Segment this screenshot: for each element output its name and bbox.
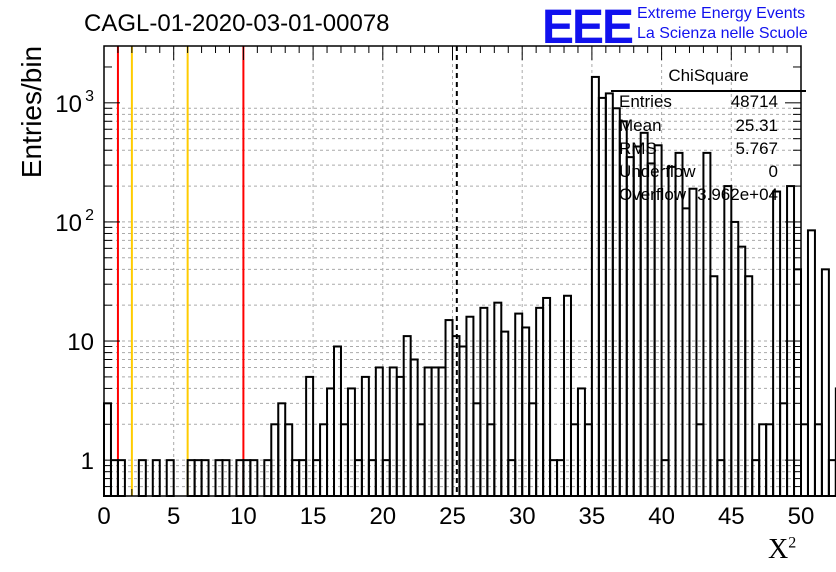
histogram-bin <box>813 423 823 497</box>
histogram-bin <box>625 156 635 497</box>
run-title: CAGL-01-2020-03-01-00078 <box>84 10 390 37</box>
histogram-bin <box>437 366 447 497</box>
x-tick-label: 5 <box>167 503 180 530</box>
histogram-bin <box>744 275 754 497</box>
x-tick-label: 45 <box>718 503 745 530</box>
stats-value: 48714 <box>730 92 778 111</box>
stats-value: 3.962e+04 <box>697 185 778 204</box>
y-tick-label: 10 <box>67 329 94 356</box>
histogram-bin <box>423 366 433 497</box>
histogram-bin <box>409 358 419 497</box>
histogram-bin <box>333 345 342 498</box>
histogram-bin <box>800 423 809 497</box>
histogram-bin <box>597 96 607 498</box>
x-tick-label: 25 <box>439 503 466 530</box>
histogram-bin <box>103 402 112 498</box>
eee-logo: EEE <box>542 1 634 54</box>
histogram-bin <box>779 402 789 498</box>
histogram-bin <box>820 268 830 497</box>
histogram-bin <box>646 162 656 497</box>
histogram-bin <box>346 387 356 497</box>
histogram-bin <box>576 387 586 497</box>
y-tick-label: 1 <box>81 448 94 475</box>
histogram-bin <box>688 187 698 497</box>
stats-value: 5.767 <box>735 139 778 158</box>
y-tick-exponent: 2 <box>85 207 94 224</box>
logo-line-1: Extreme Energy Events <box>637 5 806 22</box>
histogram-bin <box>326 387 336 497</box>
x-tick-label: 35 <box>579 503 606 530</box>
stats-value: 0 <box>768 162 778 181</box>
histogram-bin <box>535 306 545 497</box>
y-tick-label: 10 <box>55 91 82 118</box>
histogram-bin <box>465 315 475 498</box>
stats-key: Mean <box>619 116 662 135</box>
y-tick-label: 10 <box>55 210 82 237</box>
stats-key: Overflow <box>619 185 687 204</box>
histogram-bin <box>806 229 816 498</box>
histogram-bin <box>374 366 384 497</box>
x-tick-label: 10 <box>230 503 257 530</box>
x-tick-label: 40 <box>648 503 675 530</box>
stats-key: Underflow <box>619 162 696 181</box>
x-tick-label: 30 <box>509 503 536 530</box>
histogram-bin <box>793 268 803 497</box>
stats-key: Entries <box>619 92 672 111</box>
histogram-bin <box>528 402 538 498</box>
histogram-bin <box>388 366 398 497</box>
histogram-bin <box>493 301 503 497</box>
histogram-bin <box>590 75 600 498</box>
histogram-bin <box>430 366 440 497</box>
y-axis-label: Entries/bin <box>16 45 47 179</box>
histogram-bin <box>709 275 719 497</box>
histogram-bin <box>730 220 740 498</box>
histogram-bin <box>667 165 677 497</box>
histogram-bin <box>772 190 782 497</box>
histogram-bin <box>458 345 468 498</box>
logo-line-2: La Scienza nelle Scuole <box>637 25 808 42</box>
histogram-bin <box>827 459 836 498</box>
stats-title: ChiSquare <box>668 66 749 85</box>
x-axis-label-text: X <box>768 534 789 565</box>
x-tick-label: 0 <box>97 503 110 530</box>
histogram-bin <box>479 306 489 497</box>
histogram-bin <box>472 402 482 498</box>
x-tick-label: 15 <box>300 503 327 530</box>
x-axis-label: X2 <box>768 534 796 566</box>
stats-value: 25.31 <box>735 116 778 135</box>
stats-key: RMS <box>619 139 657 158</box>
stats-box: ChiSquare Entries 48714 Mean 25.31 RMS 5… <box>611 66 806 206</box>
x-axis-label-superscript: 2 <box>788 534 797 552</box>
y-tick-exponent: 3 <box>85 88 94 105</box>
histogram-bin <box>542 296 552 497</box>
stats-title-rule <box>611 90 806 92</box>
x-tick-label: 20 <box>369 503 396 530</box>
x-tick-label: 50 <box>788 503 815 530</box>
histogram-bin <box>277 402 287 498</box>
